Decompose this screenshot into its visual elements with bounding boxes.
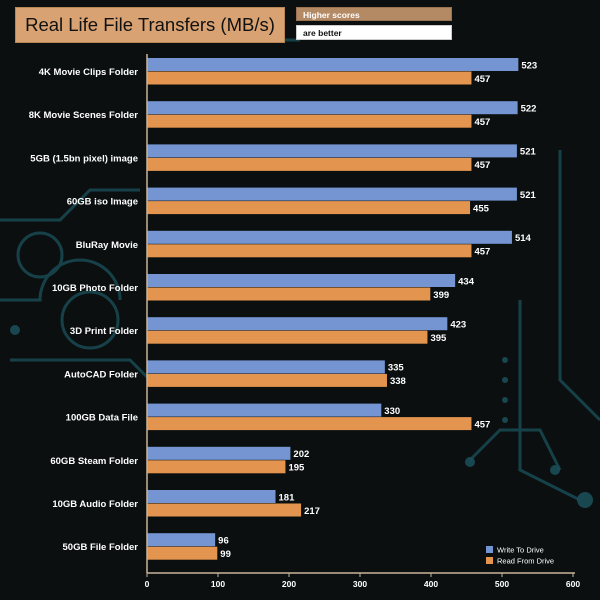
read-bar [147,503,302,517]
read-bar [147,287,431,301]
x-tick-label: 400 [424,579,438,589]
x-tick-label: 200 [282,579,296,589]
legend-swatch-write [486,546,493,553]
read-value-label: 457 [474,160,490,171]
write-value-label: 521 [520,190,537,201]
category-label: 10GB Audio Folder [52,499,138,510]
are-better-note: are better [296,25,452,40]
write-value-label: 96 [218,535,229,546]
write-value-label: 523 [521,60,537,71]
read-value-label: 457 [474,117,490,128]
x-tick-label: 500 [495,579,509,589]
legend-swatch-read [486,557,493,564]
category-label: 60GB iso Image [67,197,138,208]
read-bar [147,244,472,258]
read-bar [147,546,218,560]
read-bar [147,71,472,85]
write-bar [147,230,512,244]
read-bar [147,114,472,128]
category-label: 3D Print Folder [70,326,138,337]
category-label: 10GB Photo Folder [52,283,138,294]
read-value-label: 457 [474,247,490,258]
write-value-label: 522 [521,103,537,114]
legend-label-write: Write To Drive [497,546,544,555]
write-value-label: 521 [520,147,537,158]
write-bar [147,403,382,417]
category-label: 100GB Data File [66,413,138,424]
write-value-label: 202 [293,449,309,460]
write-bar [147,490,276,503]
category-label: BluRay Movie [76,240,138,251]
category-label: 50GB File Folder [63,542,139,553]
write-bar [147,274,456,287]
x-tick-label: 300 [353,579,367,589]
chart-title: Real Life File Transfers (MB/s) [15,7,285,43]
write-value-label: 514 [515,233,532,244]
x-tick-label: 600 [566,579,580,589]
write-bar [147,144,517,158]
write-bar [147,58,519,71]
write-bar [147,101,518,115]
read-value-label: 338 [390,376,406,387]
read-value-label: 455 [473,203,490,214]
write-bar [147,533,216,547]
read-bar [147,417,472,431]
read-value-label: 217 [304,506,320,517]
read-value-label: 395 [430,333,447,344]
category-label: 4K Movie Clips Folder [39,67,139,78]
read-bar [147,157,472,171]
read-value-label: 195 [288,463,305,474]
category-label: 5GB (1.5bn pixel) image [30,153,138,164]
read-bar [147,330,428,344]
write-bar [147,187,517,201]
read-value-label: 457 [474,419,490,430]
x-tick-label: 100 [211,579,225,589]
category-label: 8K Movie Scenes Folder [29,110,139,121]
category-label: AutoCAD Folder [64,369,138,380]
read-value-label: 457 [474,74,490,85]
write-value-label: 434 [458,276,475,287]
write-bar [147,317,448,331]
write-value-label: 423 [450,319,466,330]
category-label: 60GB Steam Folder [50,456,138,467]
legend-label-read: Read From Drive [497,557,554,566]
read-bar [147,373,387,387]
write-value-label: 330 [384,406,400,417]
x-tick-label: 0 [145,579,150,589]
write-value-label: 181 [279,492,296,503]
read-value-label: 399 [433,290,449,301]
read-bar [147,201,471,215]
write-bar [147,446,291,460]
write-value-label: 335 [388,363,405,374]
read-value-label: 99 [220,549,231,560]
higher-scores-note: Higher scores [296,7,452,21]
write-bar [147,360,385,374]
read-bar [147,460,286,474]
